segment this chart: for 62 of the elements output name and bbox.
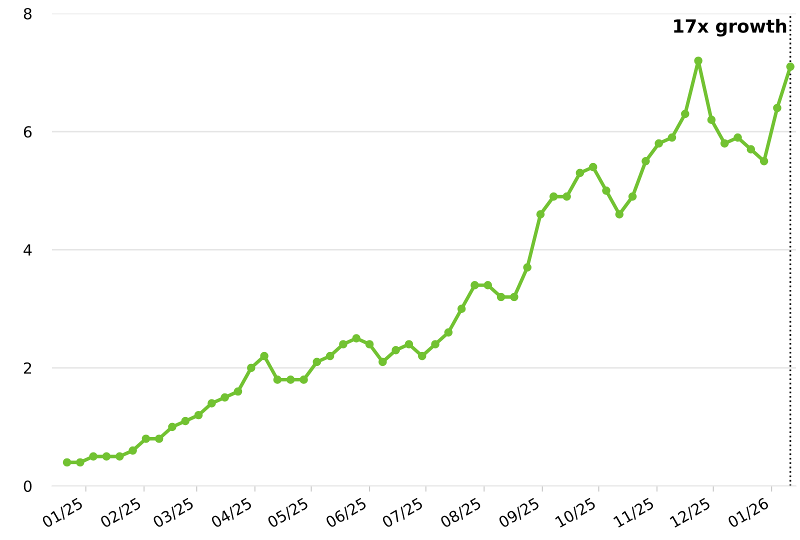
point: [194, 410, 203, 420]
point: [484, 281, 492, 290]
y-tick-label: 4: [24, 244, 32, 256]
point: [523, 263, 532, 272]
point: [76, 458, 84, 467]
point: [102, 452, 111, 461]
point: [628, 192, 637, 201]
point: [404, 340, 414, 348]
point: [392, 346, 400, 354]
point: [496, 292, 506, 302]
y-tick-label: 6: [24, 126, 32, 138]
point: [352, 334, 361, 343]
point: [220, 393, 230, 402]
point: [128, 446, 137, 455]
point: [300, 376, 308, 384]
point: [760, 156, 768, 166]
point: [365, 340, 374, 348]
point: [234, 387, 242, 396]
point: [326, 352, 334, 360]
point: [208, 399, 216, 408]
point: [470, 281, 479, 290]
point: [746, 145, 756, 154]
point: [115, 452, 124, 461]
point: [378, 358, 387, 366]
y-tick-label: 0: [24, 480, 32, 492]
point: [260, 352, 268, 360]
point: [431, 340, 440, 348]
y-tick-label: 8: [24, 8, 32, 20]
point: [444, 328, 453, 337]
point: [576, 168, 584, 178]
point: [312, 358, 322, 366]
point: [142, 434, 150, 443]
point: [246, 364, 256, 372]
point: [339, 340, 348, 348]
point: [654, 139, 664, 148]
point: [615, 210, 624, 218]
point: [642, 156, 650, 166]
point: [181, 416, 190, 426]
point: [273, 376, 282, 384]
point: [536, 210, 545, 218]
point: [720, 139, 729, 148]
point: [773, 104, 782, 112]
point: [562, 192, 571, 201]
point: [734, 133, 742, 142]
point: [168, 422, 176, 432]
point: [549, 192, 558, 201]
ref-line-label: 17x growth: [674, 18, 786, 36]
point: [707, 116, 716, 124]
point: [62, 458, 72, 467]
point: [668, 133, 676, 142]
point: [89, 452, 98, 461]
point: [786, 62, 795, 71]
point: [418, 352, 426, 360]
point: [694, 56, 702, 65]
point: [154, 434, 164, 443]
point: [588, 162, 598, 172]
point: [286, 376, 295, 384]
y-tick-label: 2: [24, 362, 32, 374]
point: [602, 186, 610, 195]
point: [680, 110, 690, 118]
point: [457, 304, 466, 313]
point: [510, 292, 518, 302]
